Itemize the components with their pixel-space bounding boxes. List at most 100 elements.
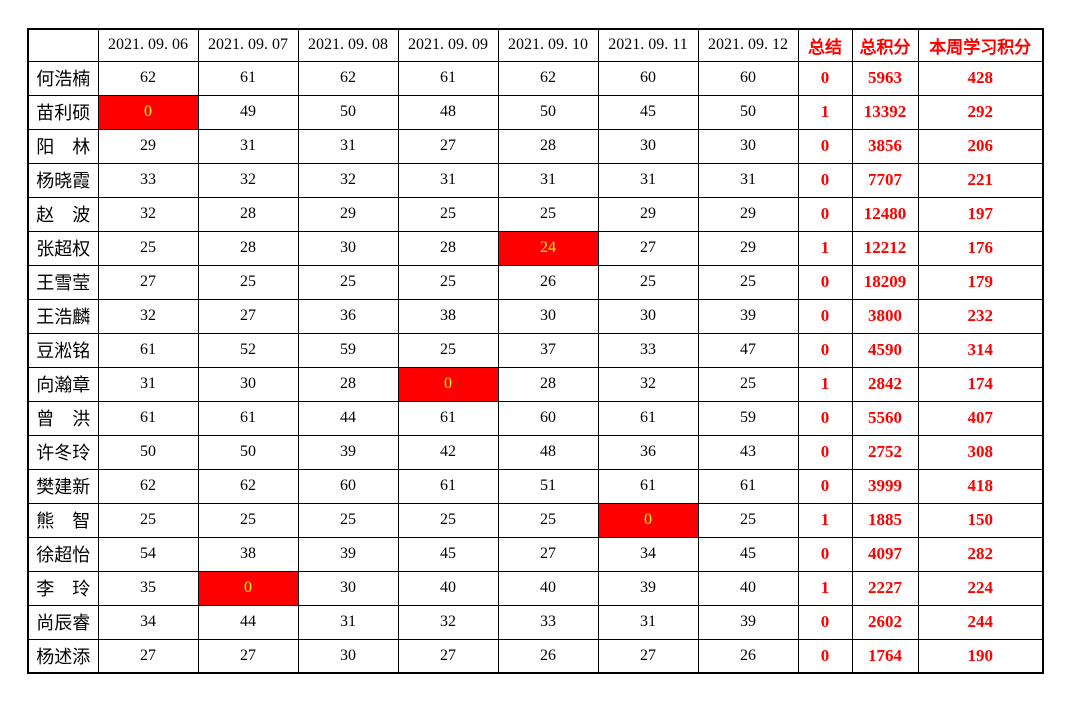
daily-score-cell: 27	[597, 230, 699, 266]
header-row: 2021. 09. 06 2021. 09. 07 2021. 09. 08 2021…	[27, 28, 1044, 62]
daily-score-cell: 28	[497, 366, 599, 402]
highlighted-score-cell: 0	[197, 570, 299, 606]
daily-score-cell: 26	[697, 638, 799, 674]
daily-score-cell: 33	[97, 162, 199, 198]
week-score-cell: 150	[917, 502, 1044, 538]
table-row: 熊 智 25 25 25 25 25 0 25 1 1885 150	[27, 502, 1044, 538]
daily-score-cell: 33	[597, 332, 699, 368]
summary-cell: 1	[797, 502, 853, 538]
corner-header-cell	[27, 28, 99, 62]
daily-score-cell: 31	[97, 366, 199, 402]
daily-score-cell: 25	[497, 196, 599, 232]
total-score-header: 总积分	[851, 28, 919, 62]
daily-score-cell: 31	[297, 128, 399, 164]
week-score-cell: 244	[917, 604, 1044, 640]
summary-cell: 0	[797, 536, 853, 572]
summary-cell: 0	[797, 604, 853, 640]
daily-score-cell: 50	[97, 434, 199, 470]
total-score-cell: 7707	[851, 162, 919, 198]
daily-score-cell: 61	[597, 400, 699, 436]
daily-score-cell: 39	[697, 604, 799, 640]
daily-score-cell: 27	[397, 638, 499, 674]
student-name-cell: 杨述添	[27, 638, 99, 674]
student-name-cell: 张超权	[27, 230, 99, 266]
daily-score-cell: 39	[297, 536, 399, 572]
daily-score-cell: 32	[397, 604, 499, 640]
table-row: 曾 洪 61 61 44 61 60 61 59 0 5560 407	[27, 400, 1044, 436]
student-name-cell: 杨晓霞	[27, 162, 99, 198]
summary-cell: 1	[797, 94, 853, 130]
daily-score-cell: 31	[697, 162, 799, 198]
total-score-cell: 4097	[851, 536, 919, 572]
daily-score-cell: 42	[397, 434, 499, 470]
daily-score-cell: 60	[597, 60, 699, 96]
week-score-cell: 174	[917, 366, 1044, 402]
date-header: 2021. 09. 09	[397, 28, 499, 62]
summary-cell: 1	[797, 570, 853, 606]
daily-score-cell: 62	[497, 60, 599, 96]
daily-score-cell: 29	[697, 196, 799, 232]
summary-cell: 0	[797, 298, 853, 334]
daily-score-cell: 31	[597, 604, 699, 640]
table-row: 王浩麟 32 27 36 38 30 30 39 0 3800 232	[27, 298, 1044, 334]
table-row: 何浩楠 62 61 62 61 62 60 60 0 5963 428	[27, 60, 1044, 96]
daily-score-cell: 47	[697, 332, 799, 368]
table-row: 向瀚章 31 30 28 0 28 32 25 1 2842 174	[27, 366, 1044, 402]
table-row: 樊建新 62 62 60 61 51 61 61 0 3999 418	[27, 468, 1044, 504]
student-name-cell: 徐超怡	[27, 536, 99, 572]
daily-score-cell: 29	[697, 230, 799, 266]
daily-score-cell: 28	[497, 128, 599, 164]
daily-score-cell: 61	[97, 332, 199, 368]
daily-score-cell: 45	[597, 94, 699, 130]
table-row: 豆淞铭 61 52 59 25 37 33 47 0 4590 314	[27, 332, 1044, 368]
daily-score-cell: 25	[697, 502, 799, 538]
daily-score-cell: 25	[397, 332, 499, 368]
daily-score-cell: 62	[97, 60, 199, 96]
table-row: 杨晓霞 33 32 32 31 31 31 31 0 7707 221	[27, 162, 1044, 198]
daily-score-cell: 60	[497, 400, 599, 436]
summary-cell: 0	[797, 60, 853, 96]
student-name-cell: 曾 洪	[27, 400, 99, 436]
daily-score-cell: 25	[197, 264, 299, 300]
student-name-cell: 李 玲	[27, 570, 99, 606]
daily-score-cell: 61	[397, 400, 499, 436]
total-score-cell: 1764	[851, 638, 919, 674]
daily-score-cell: 31	[497, 162, 599, 198]
daily-score-cell: 30	[297, 570, 399, 606]
score-table: 2021. 09. 06 2021. 09. 07 2021. 09. 08 2021…	[27, 28, 1044, 674]
highlighted-score-cell: 0	[397, 366, 499, 402]
daily-score-cell: 28	[197, 230, 299, 266]
total-score-cell: 4590	[851, 332, 919, 368]
daily-score-cell: 38	[197, 536, 299, 572]
daily-score-cell: 48	[397, 94, 499, 130]
daily-score-cell: 40	[397, 570, 499, 606]
summary-cell: 0	[797, 434, 853, 470]
highlighted-score-cell: 24	[497, 230, 599, 266]
daily-score-cell: 39	[297, 434, 399, 470]
total-score-cell: 12212	[851, 230, 919, 266]
table-body: 何浩楠 62 61 62 61 62 60 60 0 5963 428 苗利硕 0 49 50 48 50 45 5…	[27, 60, 1044, 674]
week-score-cell: 224	[917, 570, 1044, 606]
total-score-cell: 13392	[851, 94, 919, 130]
total-score-cell: 18209	[851, 264, 919, 300]
daily-score-cell: 27	[97, 638, 199, 674]
daily-score-cell: 29	[597, 196, 699, 232]
daily-score-cell: 39	[697, 298, 799, 334]
total-score-cell: 5560	[851, 400, 919, 436]
week-score-cell: 292	[917, 94, 1044, 130]
daily-score-cell: 61	[697, 468, 799, 504]
student-name-cell: 王雪莹	[27, 264, 99, 300]
summary-cell: 0	[797, 638, 853, 674]
week-score-cell: 197	[917, 196, 1044, 232]
week-score-cell: 418	[917, 468, 1044, 504]
table-row: 王雪莹 27 25 25 25 26 25 25 0 18209 179	[27, 264, 1044, 300]
daily-score-cell: 59	[697, 400, 799, 436]
daily-score-cell: 31	[397, 162, 499, 198]
daily-score-cell: 30	[197, 366, 299, 402]
date-header: 2021. 09. 06	[97, 28, 199, 62]
daily-score-cell: 25	[97, 502, 199, 538]
daily-score-cell: 32	[197, 162, 299, 198]
summary-header: 总结	[797, 28, 853, 62]
daily-score-cell: 51	[497, 468, 599, 504]
daily-score-cell: 31	[197, 128, 299, 164]
